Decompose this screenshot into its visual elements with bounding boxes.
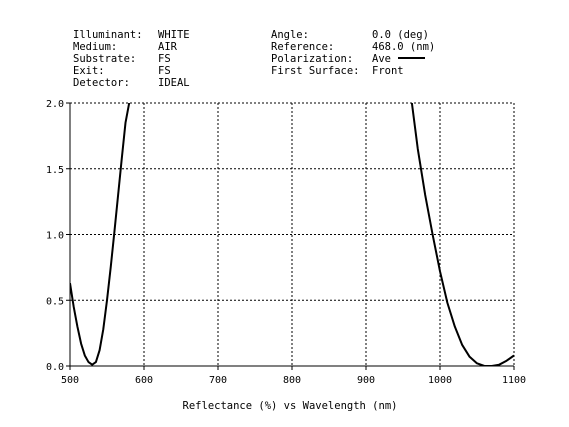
x-tick-label: 900 [357, 375, 375, 386]
y-tick-label: 2.0 [46, 99, 64, 110]
info-label: Reference: [271, 41, 334, 53]
y-tick-label: 1.0 [46, 231, 64, 242]
x-tick-label: 700 [209, 375, 227, 386]
y-tick-label: 0.0 [46, 362, 64, 373]
info-value: AIR [158, 41, 178, 53]
x-tick-label: 600 [135, 375, 153, 386]
info-label: Medium: [73, 41, 117, 53]
info-value: Front [372, 65, 404, 77]
x-axis-label: Reflectance (%) vs Wavelength (nm) [183, 400, 398, 412]
info-value: FS [158, 53, 171, 65]
info-value: 0.0 (deg) [372, 29, 429, 41]
info-label: First Surface: [271, 65, 360, 77]
info-label: Angle: [271, 29, 309, 41]
series-line-ave [410, 103, 514, 366]
plot-area [70, 103, 514, 366]
info-value: FS [158, 65, 171, 77]
info-label: Exit: [73, 65, 105, 77]
info-value: IDEAL [158, 77, 190, 89]
info-label: Illuminant: [73, 29, 143, 41]
y-tick-label: 1.5 [46, 165, 64, 176]
info-value: WHITE [158, 29, 190, 41]
y-tick-label: 0.5 [46, 296, 64, 307]
grid-lines [70, 102, 514, 366]
series-line-ave [70, 103, 131, 366]
x-tick-label: 500 [61, 375, 79, 386]
header-info: Illuminant: WHITE Medium: AIR Substrate: FS Ex… [73, 29, 435, 89]
info-value: 468.0 (nm) [372, 41, 435, 53]
info-value: Ave [372, 53, 391, 65]
info-label: Detector: [73, 77, 130, 89]
axes [66, 102, 515, 370]
x-tick-label: 800 [283, 375, 301, 386]
info-label: Polarization: [271, 53, 353, 65]
tick-labels: 500 600 700 800 900 1000 1100 0.0 0.5 1.0 1.5 2.0 [46, 99, 526, 386]
x-tick-label: 1000 [428, 375, 452, 386]
info-label: Substrate: [73, 53, 136, 65]
x-tick-label: 1100 [502, 375, 526, 386]
